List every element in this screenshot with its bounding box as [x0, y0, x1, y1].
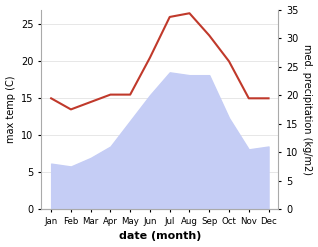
X-axis label: date (month): date (month) — [119, 231, 201, 242]
Y-axis label: med. precipitation (kg/m2): med. precipitation (kg/m2) — [302, 44, 313, 175]
Y-axis label: max temp (C): max temp (C) — [5, 76, 16, 143]
